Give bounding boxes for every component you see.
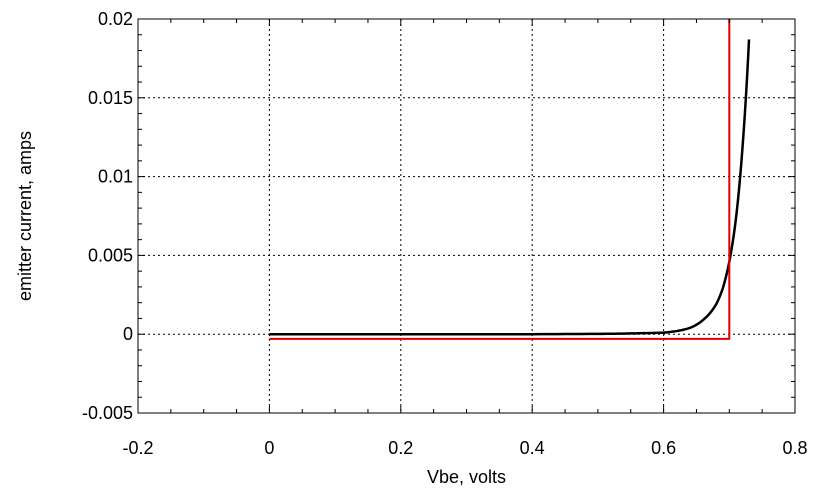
ticks (138, 19, 795, 413)
y-tick-label: 0.015 (88, 88, 133, 108)
x-axis-label: Vbe, volts (427, 467, 506, 487)
x-tick-label: 0.8 (782, 438, 807, 458)
series-line-ideal-diode (269, 19, 729, 339)
x-tick-label: -0.2 (122, 438, 153, 458)
series-layer (269, 19, 749, 339)
plot-frame (138, 19, 795, 413)
y-tick-label: 0.01 (98, 167, 133, 187)
y-axis-label: emitter current, amps (15, 131, 35, 301)
y-tick-label: 0 (123, 324, 133, 344)
tick-labels: -0.2 0 0.2 0.4 0.6 0.8 -0.005 0 0.005 0.01 0.015 0.… (82, 9, 808, 458)
grid (138, 19, 795, 413)
x-tick-label: 0.4 (520, 438, 545, 458)
series-line-emitter-current (269, 39, 749, 334)
x-tick-label: 0.6 (651, 438, 676, 458)
y-tick-label: -0.005 (82, 403, 133, 423)
y-tick-label: 0.02 (98, 9, 133, 29)
y-tick-label: 0.005 (88, 245, 133, 265)
x-tick-label: 0 (264, 438, 274, 458)
x-tick-label: 0.2 (388, 438, 413, 458)
